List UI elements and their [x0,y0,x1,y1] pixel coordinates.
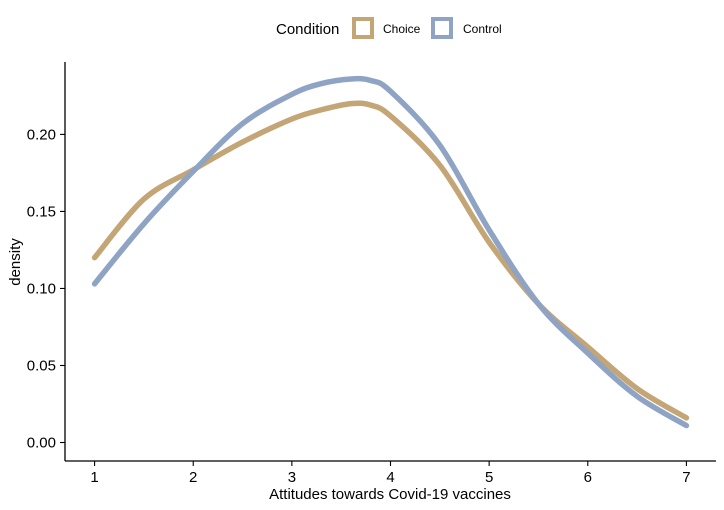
legend-title: Condition [276,21,339,38]
ticks-layer: 1 2 3 4 5 6 7 0.00 0.05 0.10 0.15 0.20 [27,126,691,486]
y-tick-label-2: 0.10 [27,280,56,297]
legend-key-control [431,17,453,39]
x-tick-label-3: 3 [288,469,296,486]
x-tick-label-6: 6 [584,469,592,486]
y-tick-label-3: 0.15 [27,203,56,220]
x-tick-label-4: 4 [386,469,394,486]
x-tick-label-7: 7 [682,469,690,486]
series-line-control [91,75,690,429]
plot-area: 1 2 3 4 5 6 7 0.00 0.05 0.10 0.15 0.20 [27,62,716,486]
series-layer [91,75,690,429]
x-axis-title: Attitudes towards Covid-19 vaccines [269,486,511,503]
y-tick-label-1: 0.05 [27,357,56,374]
legend: Condition Choice Control [276,17,502,39]
legend-key-choice [352,17,374,39]
series-line-choice [91,100,690,421]
x-tick-label-2: 2 [189,469,197,486]
y-tick-label-4: 0.20 [27,126,56,143]
legend-label-choice: Choice [383,22,421,36]
x-tick-label-1: 1 [90,469,98,486]
legend-label-control: Control [463,22,502,36]
x-tick-label-5: 5 [485,469,493,486]
y-tick-label-0: 0.00 [27,435,56,452]
y-axis-title: density [7,238,24,286]
